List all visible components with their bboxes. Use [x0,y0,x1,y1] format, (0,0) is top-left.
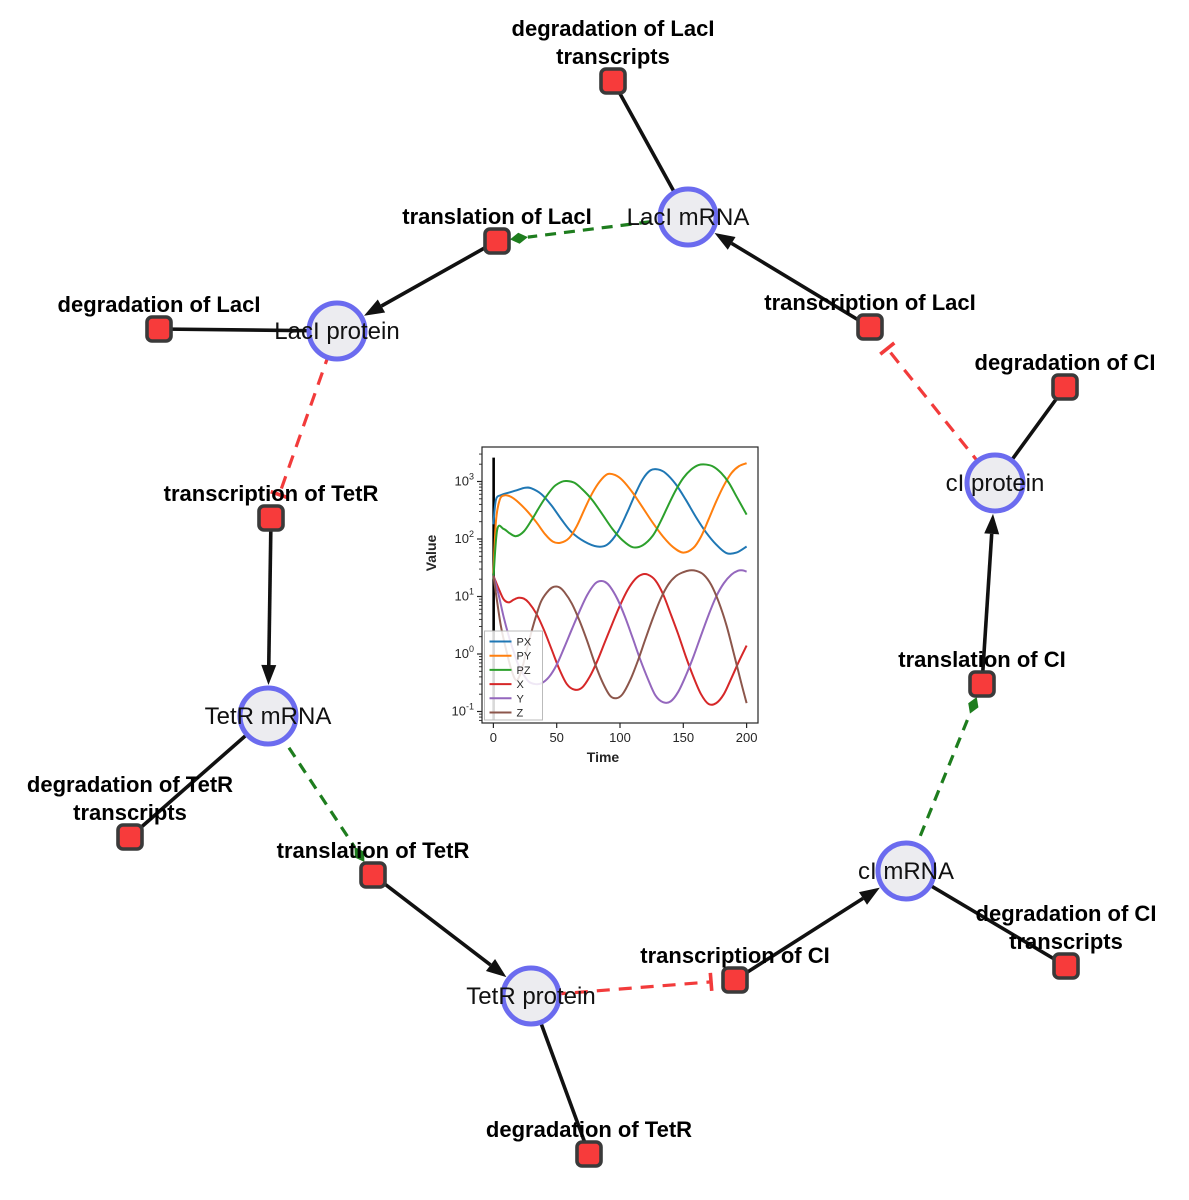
labels-layer: LacI mRNA LacI protein TetR mRNA TetR prote… [27,16,1157,1142]
time-series-inset-chart: 0 50 100 150 200 10-1 100 101 102 103 Time Value PX P… [423,446,759,765]
x-tick-label: 100 [609,730,631,745]
series-line-PZ [492,463,748,580]
edge-production-translation-of-ci-to-ci-protein [980,533,994,685]
reaction-label-degradation-of-ci-line1: degradation of CI [975,350,1156,375]
edge-consumption-ci-mrna-to-degradation-of-ci-transcripts [905,869,1067,968]
species-node-laci-mrna[interactable] [657,186,719,248]
edge-consumption-tetr-mrna-to-degradation-of-tetr-transcripts [128,714,270,839]
edge-production-transcription-of-ci-to-ci-mrna-arrowhead [858,887,880,905]
species-label-tetr-protein: TetR protein [466,983,595,1010]
y-tick-label: 103 [455,472,474,489]
reaction-label-translation-of-ci-line1: translation of CI [898,647,1065,672]
reaction-node-degradation-of-ci[interactable] [1051,373,1079,401]
reaction-node-transcription-of-ci[interactable] [721,966,749,994]
edge-modifier-ci-mrna-to-translation-of-ci-diamond-arrowhead [968,697,979,714]
edge-production-translation-of-laci-to-laci-protein-arrowhead [364,299,386,316]
reaction-node-degradation-of-laci[interactable] [145,315,173,343]
edge-production-transcription-of-ci-to-ci-mrna [734,896,864,982]
y-axis-label: Value [423,535,439,572]
y-tick-label: 10-1 [452,702,474,719]
species-node-tetr-protein[interactable] [500,965,562,1027]
reaction-label-degradation-of-laci-transcripts-line1: degradation of LacI [512,16,715,41]
reaction-node-transcription-of-laci[interactable] [856,313,884,341]
reaction-node-translation-of-ci[interactable] [968,670,996,698]
x-tick-label: 50 [549,730,563,745]
species-label-laci-protein: LacI protein [274,318,399,345]
edge-production-transcription-of-tetr-to-tetr-mrna-arrowhead [261,664,277,686]
reaction-label-degradation-of-tetr-transcripts-line1: degradation of TetR [27,772,233,797]
reaction-label-degradation-of-laci-line1: degradation of LacI [58,292,261,317]
reaction-label-degradation-of-tetr-transcripts-line2: transcripts [73,800,187,825]
reaction-node-degradation-of-ci-transcripts[interactable] [1052,952,1080,980]
edge-modifier-laci-mrna-to-translation-of-laci-diamond-arrowhead [510,232,528,244]
reaction-label-transcription-of-laci-line1: transcription of LacI [764,290,975,315]
y-tick-label: 101 [455,587,474,604]
legend-label-PY: PY [517,651,532,663]
legend-label-PX: PX [517,637,532,649]
x-tick-label: 0 [490,730,497,745]
species-node-tetr-mrna[interactable] [237,685,299,747]
species-label-ci-mrna: cI mRNA [858,858,954,885]
reaction-label-transcription-of-tetr-line1: transcription of TetR [164,481,379,506]
reaction-label-translation-of-tetr-line1: translation of TetR [277,838,470,863]
edge-production-transcription-of-tetr-to-tetr-mrna [266,517,273,666]
y-tick-label: 102 [455,529,474,546]
reaction-node-translation-of-tetr[interactable] [359,861,387,889]
y-tick-label: 100 [455,644,474,661]
nodes-layer [116,67,1080,1168]
series-line-PX [492,468,748,555]
x-tick-label: 150 [672,730,694,745]
edge-production-translation-of-tetr-to-tetr-protein [371,873,492,967]
species-label-laci-mrna: LacI mRNA [627,204,750,231]
species-label-ci-protein: cI protein [946,470,1045,497]
legend-label-Z: Z [517,708,524,720]
edge-modifier-tetr-mrna-to-translation-of-tetr-diamond-arrowhead [354,846,365,862]
reaction-node-translation-of-laci[interactable] [483,227,511,255]
species-node-ci-mrna[interactable] [875,840,937,902]
edge-production-transcription-of-laci-to-laci-mrna [730,241,871,329]
x-tick-label: 200 [736,730,758,745]
x-axis-label: Time [587,749,620,765]
legend-label-X: X [517,679,525,691]
legend-label-PZ: PZ [517,665,531,677]
reaction-node-degradation-of-laci-transcripts[interactable] [599,67,627,95]
reaction-label-degradation-of-laci-transcripts-line2: transcripts [556,44,670,69]
species-label-tetr-mrna: TetR mRNA [205,703,332,730]
edge-inhibition-laci-protein-to-transcription-of-tetr-tbar [270,489,289,500]
reaction-label-degradation-of-ci-transcripts-line1: degradation of CI [976,901,1157,926]
reaction-label-transcription-of-ci-line1: transcription of CI [640,943,829,968]
reaction-node-degradation-of-tetr[interactable] [575,1140,603,1168]
edge-production-translation-of-ci-to-ci-protein-arrowhead [984,513,1000,535]
edge-inhibition-tetr-protein-to-transcription-of-ci-tbar [708,972,714,991]
reaction-label-degradation-of-ci-transcripts-line2: transcripts [1009,929,1123,954]
species-node-laci-protein[interactable] [306,300,368,362]
reaction-label-translation-of-laci-line1: translation of LacI [402,204,591,229]
legend-label-Y: Y [517,693,525,705]
reaction-node-transcription-of-tetr[interactable] [257,504,285,532]
species-node-ci-protein[interactable] [964,452,1026,514]
reaction-label-degradation-of-tetr-line1: degradation of TetR [486,1117,692,1142]
edge-production-transcription-of-laci-to-laci-mrna-arrowhead [714,233,736,250]
legend-box [484,630,543,721]
edge-production-translation-of-tetr-to-tetr-protein-arrowhead [485,959,507,978]
series-line-PY [492,462,747,574]
edge-production-translation-of-laci-to-laci-protein [380,239,498,308]
series-line-X [492,572,748,706]
reaction-node-degradation-of-tetr-transcripts[interactable] [116,823,144,851]
edge-inhibition-ci-protein-to-transcription-of-laci-tbar [879,341,896,356]
